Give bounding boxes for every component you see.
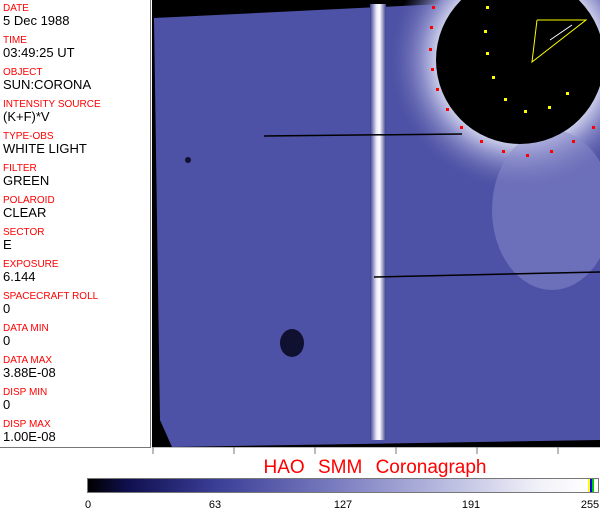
- colorbar-tick: 0: [84, 499, 92, 511]
- field-label: OBJECT: [3, 67, 43, 78]
- field-label: SECTOR: [3, 227, 45, 238]
- field-value: 1.00E-08: [3, 429, 56, 444]
- field-label: EXPOSURE: [3, 259, 59, 270]
- field-value: (K+F)*V: [3, 109, 50, 124]
- header-field: TIME 03:49:25 UT: [3, 35, 75, 60]
- header-field: TYPE-OBS WHITE LIGHT: [3, 131, 87, 156]
- field-label: DATA MAX: [3, 355, 53, 366]
- field-label: SPACECRAFT ROLL: [3, 291, 99, 302]
- header-field: DATA MAX 3.88E-08: [3, 355, 56, 380]
- field-label: TYPE-OBS: [3, 131, 54, 142]
- colorbar-tick: 255: [580, 499, 600, 511]
- field-value: 3.88E-08: [3, 365, 56, 380]
- header-field: POLAROID CLEAR: [3, 195, 55, 220]
- field-value: 5 Dec 1988: [3, 13, 70, 28]
- plot-title: HAO SMM Coronagraph: [263, 457, 487, 478]
- field-label: DISP MAX: [3, 419, 51, 430]
- field-value: 0: [3, 397, 11, 412]
- field-label: DATE: [3, 3, 29, 14]
- colorbar-overlay-swatches: [588, 479, 594, 492]
- field-value: GREEN: [3, 173, 50, 188]
- field-value: SUN:CORONA: [3, 77, 92, 92]
- colorbar: [87, 478, 599, 493]
- field-value: 6.144: [3, 269, 36, 284]
- coronagraph-image: [152, 0, 600, 447]
- header-field: DATA MIN 0: [3, 323, 49, 348]
- header-info-panel: DATE 5 Dec 1988 TIME 03:49:25 UT OBJECT SUN:C…: [0, 0, 151, 448]
- header-field: DATE 5 Dec 1988: [3, 3, 70, 28]
- header-field: DISP MIN 0: [3, 387, 47, 412]
- image-axis: [152, 447, 600, 454]
- field-value: 0: [3, 333, 11, 348]
- field-label: FILTER: [3, 163, 37, 174]
- colorbar-tick: 191: [461, 499, 481, 511]
- header-field: DISP MAX 1.00E-08: [3, 419, 56, 444]
- field-value: 0: [3, 301, 11, 316]
- header-field: SECTOR E: [3, 227, 45, 252]
- field-label: DISP MIN: [3, 387, 48, 398]
- field-label: DATA MIN: [3, 323, 49, 334]
- field-label: TIME: [3, 35, 27, 46]
- field-value: E: [3, 237, 12, 252]
- header-field: INTENSITY SOURCE (K+F)*V: [3, 99, 101, 124]
- field-value: 03:49:25 UT: [3, 45, 75, 60]
- header-field: SPACECRAFT ROLL 0: [3, 291, 98, 316]
- colorbar-tick: 127: [333, 499, 353, 511]
- field-label: POLAROID: [3, 195, 55, 206]
- colorbar-tick: 63: [208, 499, 222, 511]
- field-value: CLEAR: [3, 205, 47, 220]
- header-field: OBJECT SUN:CORONA: [3, 67, 91, 92]
- field-label: INTENSITY SOURCE: [3, 99, 101, 110]
- field-value: WHITE LIGHT: [3, 141, 87, 156]
- header-field: FILTER GREEN: [3, 163, 49, 188]
- header-field: EXPOSURE 6.144: [3, 259, 59, 284]
